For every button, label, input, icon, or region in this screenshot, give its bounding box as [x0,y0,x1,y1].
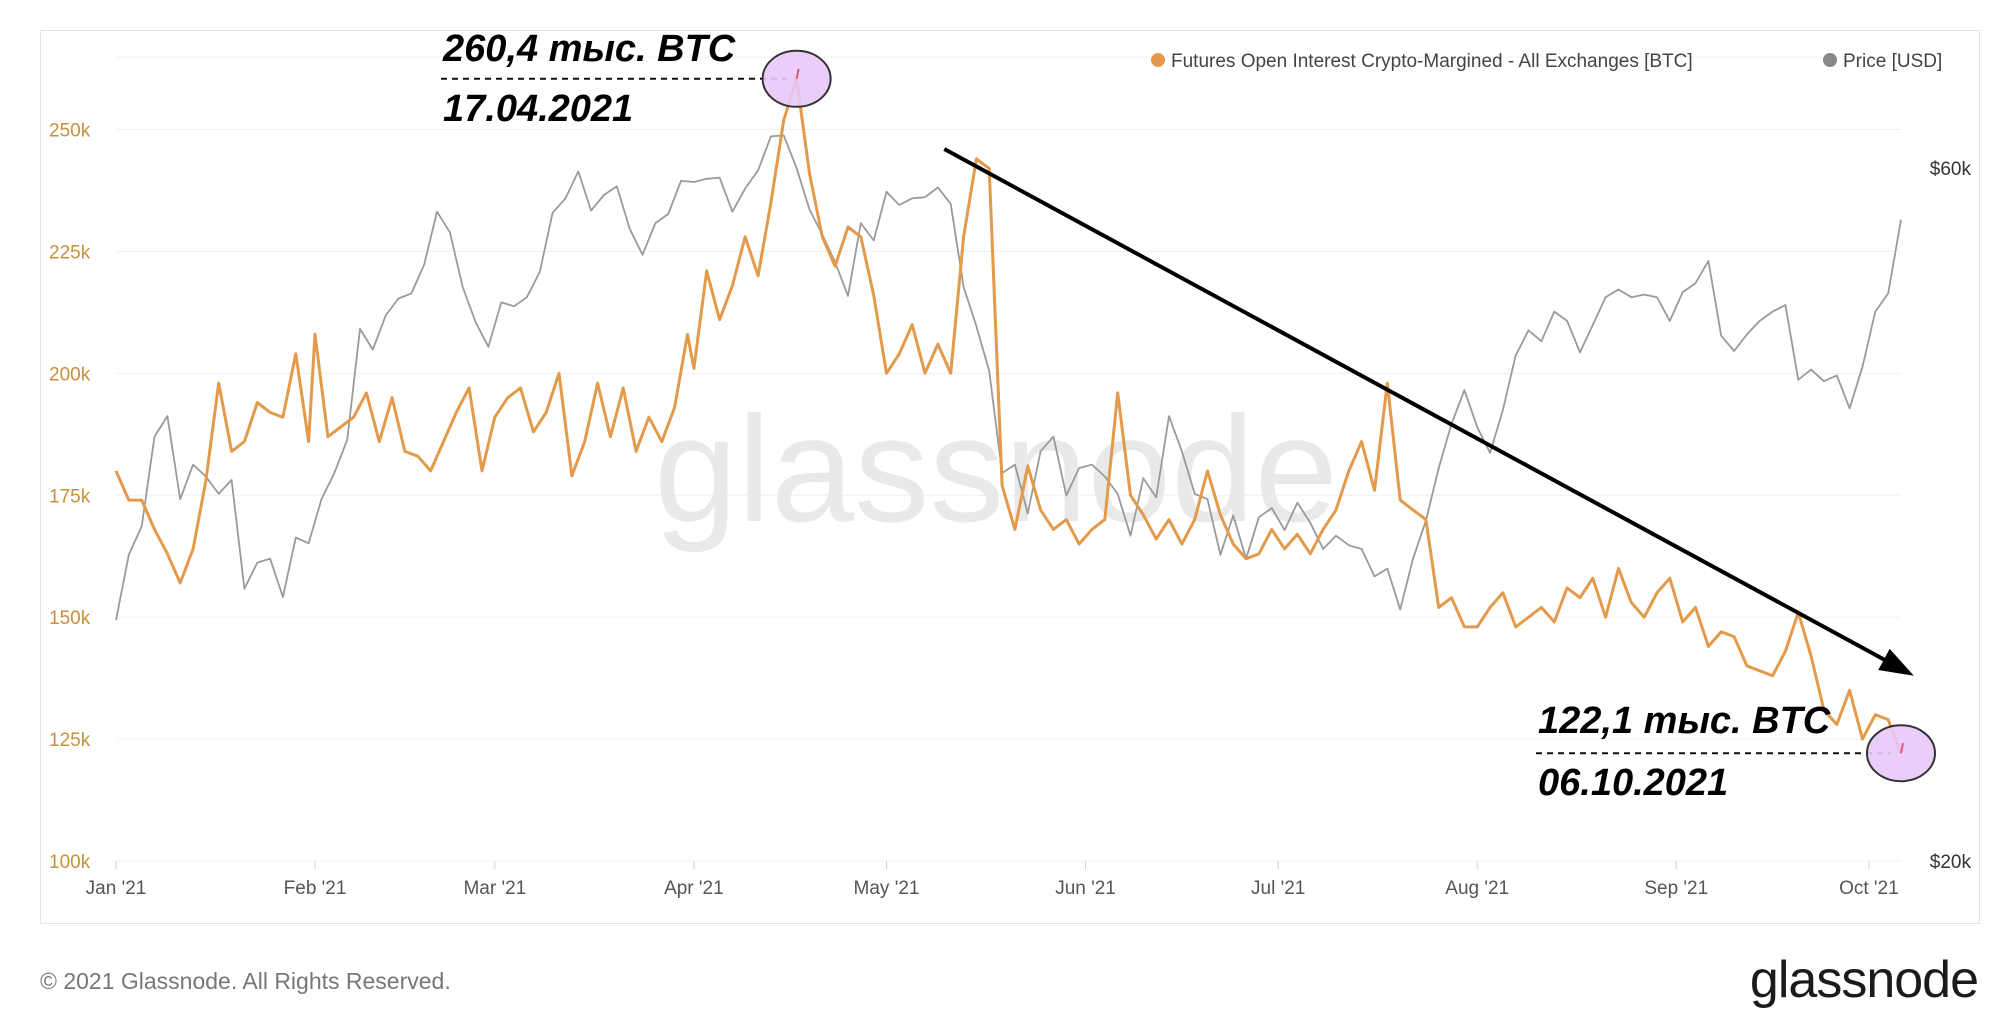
y-left-tick-label: 250k [49,121,91,142]
x-tick-label: Aug '21 [1445,878,1509,899]
series-line-price [115,134,1902,621]
series-layer [114,77,1903,754]
y-left-tick-label: 200k [49,364,91,385]
chart-card: glassnode 250k 225k 200k 175k 150k 125k 100k $6… [40,30,1980,924]
chart-svg: glassnode 250k 225k 200k 175k 150k 125k 100k $6… [49,31,1971,899]
footer-copyright: © 2021 Glassnode. All Rights Reserved. [40,968,451,994]
legend-marker-price [1823,53,1837,67]
footer-logo: glassnode [1749,951,1979,1009]
annotation-date-label: 17.04.2021 [443,88,633,130]
y-left-tick-label: 100k [49,852,91,873]
x-tick-label: Sep '21 [1644,878,1708,899]
legend-label-price: Price [USD] [1843,51,1942,72]
trend-arrow-line [943,147,1889,664]
watermark-layer: glassnode [654,385,1338,553]
x-tick-label: Jul '21 [1251,878,1305,899]
annotation-layer: 260,4 тыс. BTC 17.04.2021 122,1 тыс. BTC 06… [441,31,1936,804]
y-right-tick-label: $20k [1930,852,1972,873]
x-tick-label: Apr '21 [664,878,724,899]
series-line-open-interest [114,77,1903,754]
legend-marker-open-interest [1151,53,1165,67]
annotation-latest: 122,1 тыс. BTC 06.10.2021 [1536,700,1936,804]
axis-layer: 250k 225k 200k 175k 150k 125k 100k $60k $20k Jan … [49,121,1971,899]
annotation-value-label: 260,4 тыс. BTC [442,31,736,70]
y-left-tick-label: 175k [49,486,91,507]
y-left-tick-label: 150k [49,608,91,629]
x-tick-label: Oct '21 [1839,878,1899,899]
x-tick-label: Jan '21 [86,878,147,899]
annotation-point [795,68,800,79]
y-left-tick-label: 225k [49,242,91,263]
annotation-peak: 260,4 тыс. BTC 17.04.2021 [441,31,832,130]
annotation-date-label: 06.10.2021 [1538,762,1728,804]
legend-layer: Futures Open Interest Crypto-Margined - … [1151,51,1942,72]
watermark: glassnode [654,385,1338,553]
grid-layer [116,56,1901,862]
x-tick-label: Mar '21 [463,878,526,899]
x-tick-label: May '21 [854,878,920,899]
annotation-point [1900,743,1904,754]
y-right-tick-label: $60k [1930,159,1972,180]
y-left-tick-label: 125k [49,730,91,751]
legend-label-open-interest: Futures Open Interest Crypto-Margined - … [1171,51,1693,72]
x-tick-label: Jun '21 [1055,878,1116,899]
annotation-value-label: 122,1 тыс. BTC [1538,700,1831,742]
x-tick-label: Feb '21 [284,878,347,899]
trend-arrow-head [1878,648,1914,676]
